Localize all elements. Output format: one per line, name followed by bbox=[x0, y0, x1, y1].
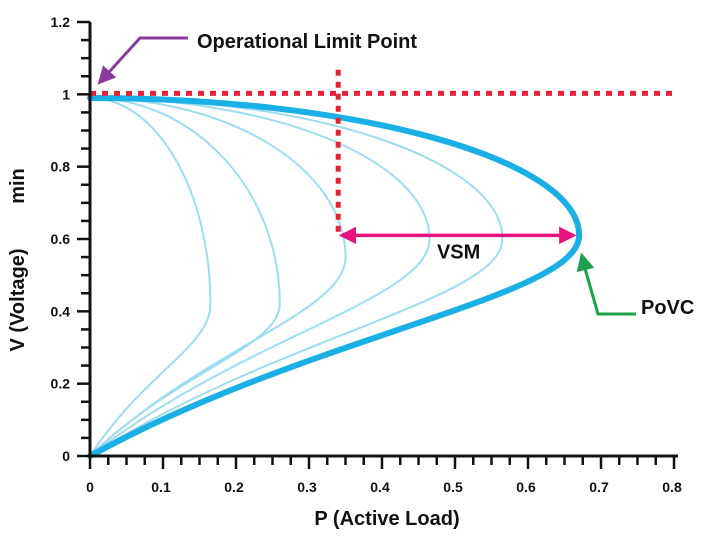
x-axis-title: P (Active Load) bbox=[314, 508, 459, 530]
x-tick-label: 0.1 bbox=[151, 479, 171, 495]
x-tick-label: 0.5 bbox=[443, 479, 463, 495]
axes: 0 0.1 0.2 0.3 0.4 0.5 0.6 0.7 0.8 0 0.2 0.4 0.6 0.8 1… bbox=[51, 14, 682, 495]
operational-limit-label: Operational Limit Point bbox=[197, 31, 417, 53]
x-tick-label: 0.3 bbox=[297, 479, 317, 495]
y-tick-label: 0.4 bbox=[51, 303, 71, 319]
y-axis-ticks: 0 0.2 0.4 0.6 0.8 1 1.2 bbox=[51, 14, 90, 464]
family-pv-curve bbox=[89, 96, 504, 457]
y-axis-title: V (Voltage) bbox=[7, 249, 29, 352]
curves-layer bbox=[87, 94, 583, 459]
x-axis-ticks: 0 0.1 0.2 0.3 0.4 0.5 0.6 0.7 0.8 bbox=[86, 456, 682, 495]
vsm-label: VSM bbox=[437, 241, 480, 263]
family-pv-curve bbox=[89, 96, 212, 457]
family-pv-curve bbox=[89, 96, 431, 457]
x-tick-label: 0.8 bbox=[662, 479, 682, 495]
family-pv-curve bbox=[89, 96, 281, 457]
y-tick-label: 0.6 bbox=[51, 231, 71, 247]
y-axis-min-label: min bbox=[7, 168, 29, 204]
annotations: VSM Operational Limit Point PoVC bbox=[97, 31, 694, 319]
family-pv-curve bbox=[89, 96, 347, 457]
x-tick-label: 0.7 bbox=[589, 479, 609, 495]
main-pv-curve bbox=[87, 94, 583, 459]
povc-label: PoVC bbox=[641, 297, 694, 319]
x-tick-label: 0.2 bbox=[224, 479, 244, 495]
y-tick-label: 0.2 bbox=[51, 376, 71, 392]
x-tick-label: 0.6 bbox=[516, 479, 536, 495]
y-tick-label: 1.2 bbox=[51, 14, 71, 30]
povc-arrow bbox=[576, 252, 636, 316]
y-tick-label: 0 bbox=[62, 448, 70, 464]
y-tick-label: 0.8 bbox=[51, 159, 71, 175]
x-tick-label: 0 bbox=[86, 479, 94, 495]
x-tick-label: 0.4 bbox=[370, 479, 390, 495]
limit-lines-layer bbox=[90, 69, 678, 232]
y-tick-label: 1 bbox=[62, 86, 70, 102]
operational-limit-arrow bbox=[97, 36, 188, 85]
